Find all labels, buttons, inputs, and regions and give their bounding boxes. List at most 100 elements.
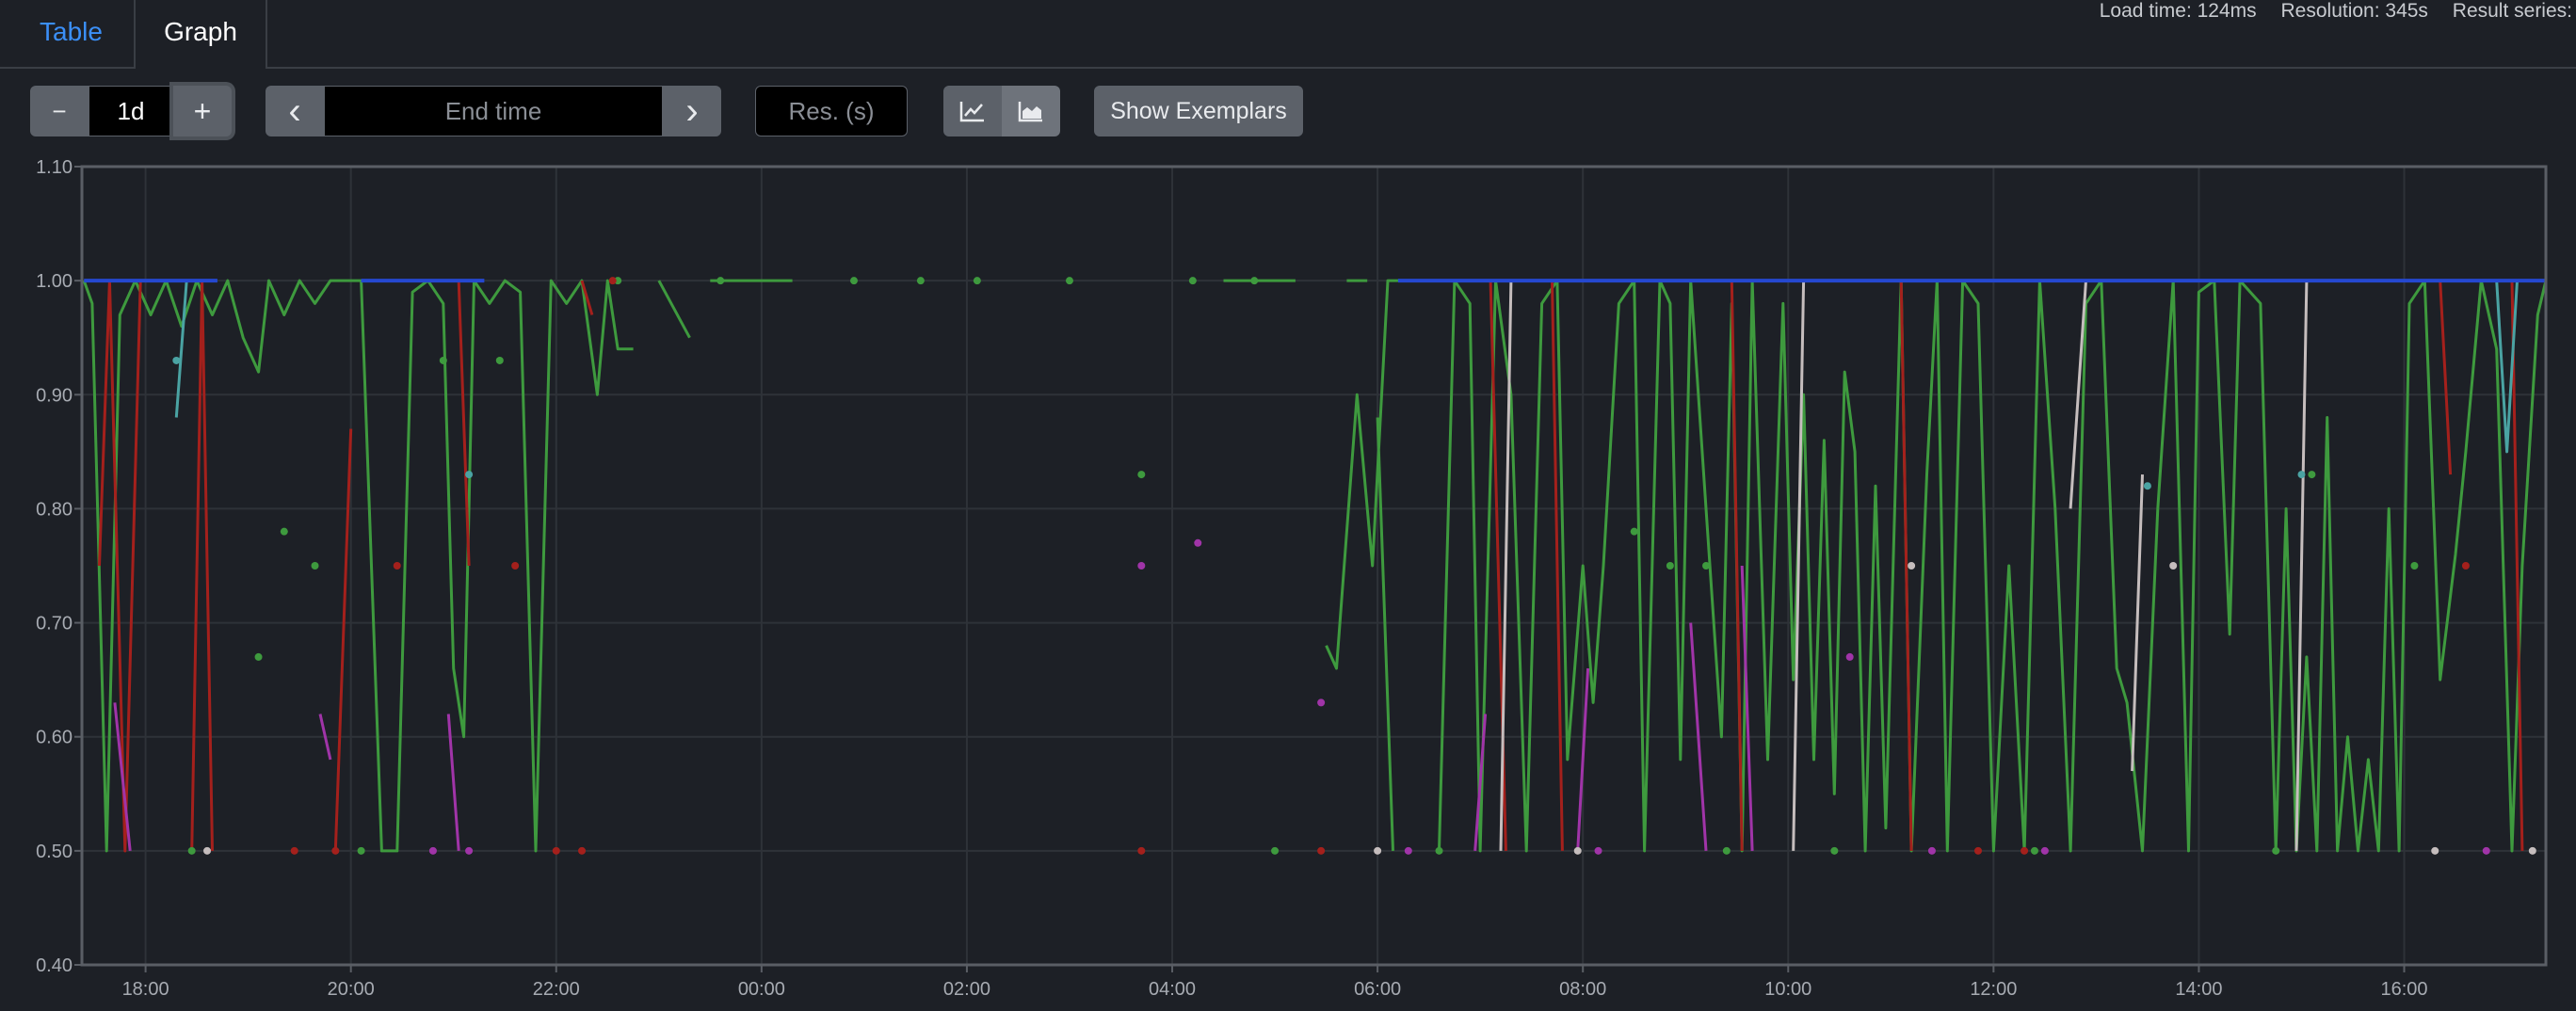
series-line [98, 279, 2524, 853]
increase-range-button[interactable]: + [173, 86, 232, 136]
data-point [1573, 846, 1582, 855]
data-point [465, 846, 474, 855]
data-point [511, 562, 520, 570]
y-axis: 0.40 0.50 0.60 0.70 0.80 0.90 1.00 1.10 [36, 157, 82, 976]
decrease-range-button[interactable]: − [30, 86, 89, 136]
data-point [973, 277, 981, 285]
previous-time-button[interactable]: ‹ [266, 86, 324, 136]
graph-chart: 0.40 0.50 0.60 0.70 0.80 0.90 1.00 1.10 18:00 20… [36, 157, 2548, 1000]
data-point [1594, 846, 1602, 855]
data-point [578, 846, 587, 855]
data-point [1194, 538, 1202, 547]
range-input[interactable]: 1d [89, 86, 173, 136]
data-point [2169, 562, 2178, 570]
data-point [172, 356, 181, 364]
y-tick-label: 0.90 [36, 385, 72, 406]
data-point [1666, 562, 1674, 570]
data-point [254, 652, 263, 661]
chart-series [82, 279, 2548, 853]
plot-frame [80, 165, 2548, 967]
resolution-input[interactable]: Res. (s) [755, 86, 908, 136]
x-tick-label: 20:00 [328, 979, 375, 1000]
data-point [357, 846, 365, 855]
y-tick-label: 0.40 [36, 955, 72, 976]
y-tick-label: 1.00 [36, 271, 72, 292]
data-point [1404, 846, 1412, 855]
x-tick-label: 14:00 [2175, 979, 2222, 1000]
x-tick-label: 18:00 [122, 979, 169, 1000]
end-time-input[interactable]: End time [324, 86, 663, 136]
data-point [1188, 277, 1197, 285]
next-time-button[interactable]: › [663, 86, 721, 136]
data-point [1137, 846, 1146, 855]
data-point [552, 846, 560, 855]
stacked-chart-mode-button[interactable] [1002, 86, 1060, 136]
data-point [1137, 562, 1146, 570]
line-chart-mode-button[interactable] [943, 86, 1002, 136]
data-point [2410, 562, 2419, 570]
query-stats: Load time: 124ms Resolution: 345s Result… [2081, 0, 2572, 23]
data-point [465, 471, 474, 479]
series-line [113, 565, 1754, 852]
y-tick-label: 0.70 [36, 614, 72, 634]
data-point [1435, 846, 1443, 855]
y-tick-label: 0.60 [36, 728, 72, 748]
data-point [311, 562, 319, 570]
y-tick-label: 0.50 [36, 842, 72, 862]
data-point [2272, 846, 2280, 855]
data-point [439, 356, 447, 364]
data-point [1271, 846, 1280, 855]
data-point [2308, 471, 2316, 479]
data-point [203, 846, 212, 855]
data-point [1374, 846, 1382, 855]
data-point [1702, 562, 1711, 570]
x-tick-label: 10:00 [1764, 979, 1811, 1000]
data-point [1908, 562, 1916, 570]
data-point [1317, 846, 1326, 855]
data-point [1973, 846, 1982, 855]
data-point [1830, 846, 1839, 855]
data-point [280, 527, 288, 536]
x-tick-label: 04:00 [1149, 979, 1196, 1000]
data-point [1630, 527, 1638, 536]
data-point [2297, 471, 2306, 479]
x-tick-label: 00:00 [738, 979, 785, 1000]
x-tick-label: 22:00 [533, 979, 580, 1000]
data-point [393, 562, 401, 570]
x-tick-label: 08:00 [1559, 979, 1606, 1000]
show-exemplars-button[interactable]: Show Exemplars [1094, 86, 1303, 136]
data-point [1317, 698, 1326, 707]
data-point [1065, 277, 1073, 285]
data-point [2528, 846, 2536, 855]
data-point [1845, 652, 1854, 661]
tab-table[interactable]: Table [40, 17, 103, 46]
tab-graph[interactable]: Graph [134, 0, 267, 69]
resolution-stat: Resolution: 345s [2280, 0, 2428, 22]
x-tick-label: 12:00 [1970, 979, 2017, 1000]
data-point [1927, 846, 1936, 855]
data-point [608, 277, 617, 285]
data-point [187, 846, 196, 855]
chart-points [172, 277, 2536, 855]
data-point [1137, 471, 1146, 479]
series-line [1499, 280, 2309, 851]
x-tick-label: 06:00 [1354, 979, 1401, 1000]
data-point [2030, 846, 2038, 855]
load-time: Load time: 124ms [2099, 0, 2257, 22]
result-series-stat: Result series: [2452, 0, 2572, 22]
series-line [174, 280, 2519, 454]
data-point [2021, 846, 2029, 855]
data-point [495, 356, 504, 364]
x-axis: 18:00 20:00 22:00 00:00 02:00 04:00 06:00 08:00… [122, 965, 2428, 1000]
data-point [2461, 562, 2470, 570]
data-point [2040, 846, 2049, 855]
x-tick-label: 16:00 [2380, 979, 2427, 1000]
data-point [428, 846, 437, 855]
data-point [290, 846, 298, 855]
y-tick-label: 1.10 [36, 157, 72, 178]
x-tick-label: 02:00 [943, 979, 990, 1000]
data-point [849, 277, 858, 285]
data-point [916, 277, 925, 285]
data-point [716, 277, 725, 285]
data-point [331, 846, 340, 855]
